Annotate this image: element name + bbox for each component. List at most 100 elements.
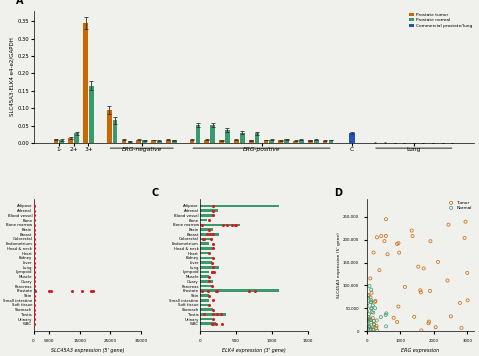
Bar <box>255 133 260 143</box>
Point <box>219 222 227 228</box>
Tumor <box>382 233 389 239</box>
Point <box>205 274 213 279</box>
Normal <box>367 326 375 331</box>
Point <box>30 269 38 275</box>
Point <box>204 288 212 294</box>
Point <box>217 312 225 317</box>
Tumor <box>364 318 371 324</box>
Legend: Prostate tumor, Prostate normal, Commercial prostate/lung: Prostate tumor, Prostate normal, Commerc… <box>410 13 472 28</box>
Bar <box>137 140 141 143</box>
Normal <box>373 328 381 334</box>
Point <box>209 241 217 247</box>
Normal <box>365 293 372 299</box>
Tumor <box>372 298 379 304</box>
Point <box>208 269 216 275</box>
Text: A: A <box>16 0 23 6</box>
Bar <box>308 140 313 143</box>
Point <box>30 293 37 298</box>
Point <box>89 288 97 294</box>
Bar <box>200 238 213 240</box>
Point <box>31 288 39 294</box>
Bar <box>89 85 94 143</box>
Tumor <box>366 294 374 300</box>
Tumor <box>401 284 409 290</box>
Point <box>30 321 37 326</box>
Tumor <box>418 328 425 333</box>
Point <box>228 222 236 228</box>
Point <box>45 288 53 294</box>
Bar <box>200 233 219 236</box>
Bar <box>190 140 194 143</box>
Y-axis label: SLC45A3-ELK4 e4-e2/GAPDH: SLC45A3-ELK4 e4-e2/GAPDH <box>10 37 15 116</box>
Point <box>209 297 217 303</box>
Bar <box>299 140 304 143</box>
Normal <box>364 300 371 306</box>
Bar <box>200 242 209 245</box>
Text: D: D <box>334 188 342 198</box>
Bar <box>127 141 132 143</box>
Normal <box>373 318 381 323</box>
Point <box>209 213 217 218</box>
Point <box>47 288 55 294</box>
Normal <box>370 327 377 333</box>
Bar <box>200 209 218 212</box>
Point <box>205 250 213 256</box>
Bar <box>314 140 319 143</box>
Bar <box>200 228 213 231</box>
Point <box>30 227 37 232</box>
Bar <box>157 141 162 143</box>
Point <box>201 236 208 242</box>
Bar <box>278 140 283 143</box>
Point <box>199 236 207 242</box>
Tumor <box>411 314 418 320</box>
Bar <box>34 289 36 292</box>
Tumor <box>408 228 416 234</box>
Point <box>209 265 217 270</box>
Point <box>205 302 213 308</box>
Point <box>231 222 239 228</box>
Point <box>209 307 217 313</box>
Bar <box>284 139 289 143</box>
Point <box>30 236 37 242</box>
Normal <box>367 299 375 305</box>
Point <box>30 307 37 313</box>
Point <box>208 283 216 289</box>
Normal <box>365 324 373 330</box>
Bar <box>195 125 200 143</box>
Tumor <box>393 241 401 247</box>
Tumor <box>445 222 452 227</box>
Bar <box>374 142 377 143</box>
Bar <box>200 289 279 292</box>
Point <box>245 288 252 294</box>
Bar <box>54 139 58 143</box>
Point <box>232 222 240 228</box>
Bar <box>200 313 226 316</box>
Bar <box>200 266 219 268</box>
Point <box>30 208 37 214</box>
Normal <box>365 283 373 289</box>
Normal <box>364 295 372 301</box>
Bar <box>210 125 215 143</box>
Point <box>30 250 37 256</box>
Point <box>218 321 226 326</box>
Tumor <box>365 292 372 298</box>
Normal <box>367 299 375 305</box>
Point <box>30 265 37 270</box>
Bar <box>205 140 209 143</box>
Bar <box>200 294 209 297</box>
Bar <box>200 214 213 217</box>
Bar <box>107 110 112 143</box>
Normal <box>377 314 385 320</box>
Tumor <box>417 289 425 295</box>
Tumor <box>425 319 433 324</box>
Bar <box>68 138 73 143</box>
Point <box>30 260 37 265</box>
Point <box>30 302 37 308</box>
Point <box>30 297 37 303</box>
Point <box>251 288 259 294</box>
Point <box>30 203 37 209</box>
Tumor <box>368 290 376 295</box>
Tumor <box>464 298 471 303</box>
Point <box>198 222 205 228</box>
Tumor <box>373 323 380 329</box>
